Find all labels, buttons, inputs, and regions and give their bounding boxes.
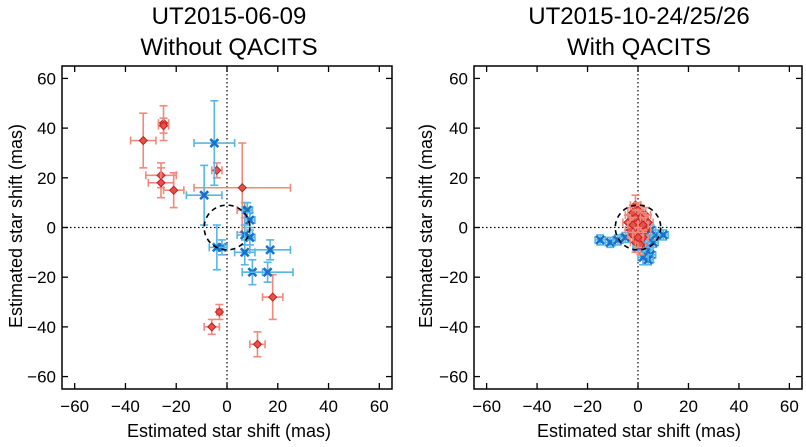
x-marker <box>265 244 276 255</box>
y-tick-label: −40 <box>27 318 56 337</box>
data-point <box>214 303 225 321</box>
y-axis-label: Estimated star shift (mas) <box>6 124 26 328</box>
data-point <box>594 234 607 246</box>
x-tick-label: 40 <box>319 397 338 416</box>
x-marker <box>242 205 253 216</box>
data-point <box>193 142 292 234</box>
chart-title-line-1: UT2015-10-24/25/26 <box>528 3 749 30</box>
data-point <box>632 226 644 249</box>
data-point <box>249 239 292 261</box>
x-tick-label: −40 <box>523 397 552 416</box>
y-tick-label: 40 <box>37 119 56 138</box>
y-tick-label: −60 <box>27 368 56 387</box>
data-point <box>261 273 284 321</box>
y-tick-label: −20 <box>439 268 468 287</box>
x-marker <box>209 138 220 148</box>
y-tick-label: 40 <box>449 119 468 138</box>
diamond-marker <box>267 292 278 302</box>
diamond-marker <box>214 307 225 317</box>
chart-title-line-2: With QACITS <box>567 34 711 61</box>
y-tick-label: −60 <box>439 368 468 387</box>
x-tick-label: 20 <box>679 397 698 416</box>
y-tick-label: 0 <box>47 219 56 238</box>
data-point <box>193 99 236 187</box>
chart-title-line-2: Without QACITS <box>140 34 317 61</box>
diamond-marker <box>168 185 179 195</box>
y-axis-label: Estimated star shift (mas) <box>416 124 436 328</box>
y-tick-label: 60 <box>449 69 468 88</box>
x-tick-label: −60 <box>472 397 501 416</box>
series-1 <box>185 99 294 286</box>
y-tick-label: 20 <box>37 169 56 188</box>
y-tick-label: 0 <box>459 219 468 238</box>
data-point <box>210 162 223 179</box>
x-marker <box>658 230 669 240</box>
x-tick-label: 60 <box>370 397 389 416</box>
x-axis-label: Estimated star shift (mas) <box>537 421 741 441</box>
data-point <box>203 318 221 336</box>
x-axis-label: Estimated star shift (mas) <box>127 421 331 441</box>
panel-without-qacits: UT2015-06-09 Without QACITS Estimated st… <box>6 3 393 441</box>
diamond-marker <box>156 178 166 188</box>
x-tick-label: 40 <box>729 397 748 416</box>
chart-title-line-1: UT2015-06-09 <box>152 3 307 30</box>
x-tick-label: 0 <box>222 397 231 416</box>
x-marker <box>199 190 210 201</box>
diamond-marker <box>237 183 247 193</box>
x-marker <box>244 215 255 225</box>
reference-circle <box>203 204 251 251</box>
data-point <box>162 172 185 209</box>
x-tick-label: −60 <box>60 397 89 416</box>
x-tick-label: 60 <box>780 397 799 416</box>
data-point <box>241 201 254 219</box>
plot-area: −60−60 −40 −40 −20 −20 0 0 20 20 40 40 60 60 <box>439 65 803 416</box>
x-tick-label: −20 <box>162 397 191 416</box>
y-tick-label: 20 <box>449 169 468 188</box>
series-1 <box>622 194 654 256</box>
x-tick-label: −20 <box>573 397 602 416</box>
data-point <box>129 112 157 169</box>
y-tick-label: −20 <box>27 268 56 287</box>
diamond-marker <box>252 339 263 349</box>
x-tick-label: 20 <box>268 397 287 416</box>
data-point <box>249 331 266 358</box>
plot-area: −60−60 −40 −40 −20 −20 0 0 20 20 40 40 60 60 <box>27 65 393 416</box>
x-marker <box>595 235 606 245</box>
x-marker <box>262 267 273 278</box>
data-point <box>185 164 223 226</box>
series-0 <box>129 104 292 358</box>
x-marker <box>239 247 250 258</box>
x-tick-label: −40 <box>111 397 140 416</box>
data-point <box>157 117 170 134</box>
x-tick-label: 0 <box>633 397 642 416</box>
diamond-marker <box>138 135 148 146</box>
diamond-marker <box>207 322 217 332</box>
x-marker <box>638 252 648 263</box>
reference-circle <box>614 204 662 251</box>
diamond-marker <box>158 120 169 131</box>
data-point <box>233 239 256 266</box>
panel-with-qacits: UT2015-10-24/25/26 With QACITS Estimated… <box>416 3 803 441</box>
data-point <box>241 261 294 283</box>
y-tick-label: −40 <box>439 318 468 337</box>
y-tick-label: 60 <box>37 69 56 88</box>
diamond-marker <box>633 232 643 243</box>
